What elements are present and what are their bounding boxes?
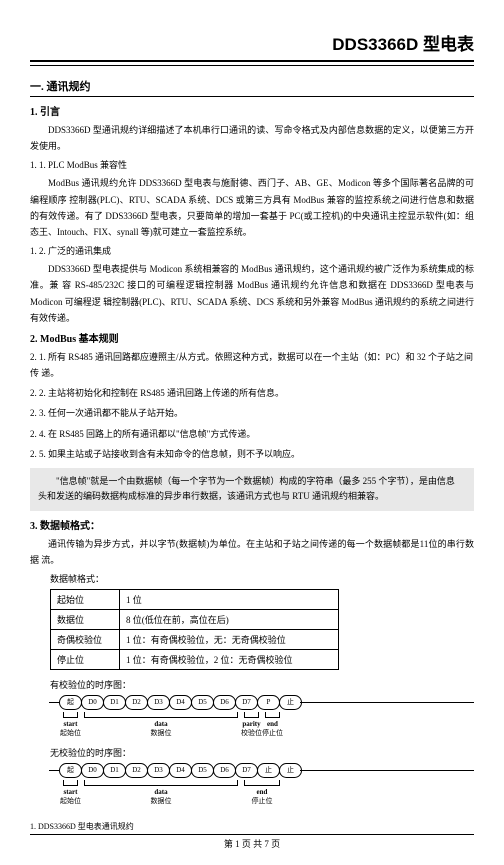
cell: 停止位 bbox=[51, 649, 120, 669]
cell: 8 位(低位在前，高位在后) bbox=[120, 609, 339, 629]
footer-page: 第 1 页 共 7 页 bbox=[90, 837, 414, 850]
timing-diagram-parity: 起 D0 D1 D2 D3 D4 D5 D6 D7 P 止 start起始位 d… bbox=[50, 695, 474, 738]
bit: D6 bbox=[213, 695, 236, 710]
timing-parity-label: 有校验位的时序图： bbox=[50, 678, 474, 691]
bit-start: 起 bbox=[59, 695, 82, 710]
frame-format-paragraph: 通讯传输为异步方式，并以字节(数据帧)为单位。在主站和子站之间传递的每一个数据帧… bbox=[30, 536, 474, 568]
section-1-1-1-heading: 1. 1. PLC ModBus 兼容性 bbox=[30, 158, 474, 171]
bit-stop: 止 bbox=[257, 763, 280, 778]
bit-stop: 止 bbox=[279, 695, 302, 710]
timing-noparity-label: 无校验位的时序图： bbox=[50, 746, 474, 759]
bit-stop: 止 bbox=[279, 763, 302, 778]
frame-format-table: 起始位1 位 数据位8 位(低位在前，高位在后) 奇偶校验位1 位：有奇偶校验位… bbox=[50, 589, 339, 670]
cell: 1 位：有奇偶校验位，无：无奇偶校验位 bbox=[120, 629, 339, 649]
bit: D7 bbox=[235, 695, 258, 710]
bit: D1 bbox=[103, 763, 126, 778]
bit: D5 bbox=[191, 695, 214, 710]
footer-note: 1. DDS3366D 型电表通讯规约 bbox=[30, 821, 474, 832]
section-1-heading: 一. 通讯规约 bbox=[30, 78, 474, 97]
timing-diagram-noparity: 起 D0 D1 D2 D3 D4 D5 D6 D7 止 止 start起始位 d… bbox=[50, 763, 474, 806]
section-1-1-heading: 1. 引言 bbox=[30, 103, 474, 118]
bit: D2 bbox=[125, 763, 148, 778]
bit: D5 bbox=[191, 763, 214, 778]
section-1-1-2-heading: 1. 2. 广泛的通讯集成 bbox=[30, 244, 474, 257]
cell: 数据位 bbox=[51, 609, 120, 629]
bit: D0 bbox=[81, 763, 104, 778]
bit-start: 起 bbox=[59, 763, 82, 778]
plc-paragraph: ModBus 通讯规约允许 DDS3366D 型电表与施耐德、西门子、AB、GE… bbox=[30, 175, 474, 240]
table-caption: 数据帧格式： bbox=[50, 572, 474, 585]
cell: 奇偶校验位 bbox=[51, 629, 120, 649]
bit: D0 bbox=[81, 695, 104, 710]
cell: 1 位：有奇偶校验位，2 位：无奇偶校验位 bbox=[120, 649, 339, 669]
rule-2-4: 2. 4. 在 RS485 回路上的所有通讯都以"信息帧"方式传递。 bbox=[30, 426, 474, 442]
footer: 1. DDS3366D 型电表通讯规约 第 1 页 共 7 页 bbox=[30, 821, 474, 850]
bit: D6 bbox=[213, 763, 236, 778]
rule-2-3: 2. 3. 任何一次通讯都不能从子站开始。 bbox=[30, 405, 474, 421]
doc-title: DDS3366D 型电表 bbox=[30, 30, 474, 55]
section-2-heading: 2. ModBus 基本规则 bbox=[30, 330, 474, 345]
info-frame-quote: "信息帧"就是一个由数据帧（每一个字节为一个数据帧）构成的字符串（最多 255 … bbox=[30, 468, 474, 511]
bit-parity: P bbox=[257, 695, 280, 710]
intro-paragraph: DDS3366D 型通讯规约详细描述了本机串行口通讯的读、写命令格式及内部信息数… bbox=[30, 122, 474, 154]
rule-2-1: 2. 1. 所有 RS485 通讯回路都应遵照主/从方式。依照这种方式，数据可以… bbox=[30, 349, 474, 381]
bit: D4 bbox=[169, 695, 192, 710]
bit: D4 bbox=[169, 763, 192, 778]
rule-2-5: 2. 5. 如果主站或子站接收到含有未知命令的信息帧，则不予以响应。 bbox=[30, 446, 474, 462]
integration-paragraph: DDS3366D 型电表提供与 Modicon 系统相兼容的 ModBus 通讯… bbox=[30, 261, 474, 326]
bit: D2 bbox=[125, 695, 148, 710]
section-3-heading: 3. 数据帧格式： bbox=[30, 517, 474, 532]
cell: 起始位 bbox=[51, 589, 120, 609]
bit: D3 bbox=[147, 695, 170, 710]
rule-2-2: 2. 2. 主站将初始化和控制在 RS485 通讯回路上传递的所有信息。 bbox=[30, 385, 474, 401]
title-underline bbox=[30, 60, 474, 66]
cell: 1 位 bbox=[120, 589, 339, 609]
bit: D7 bbox=[235, 763, 258, 778]
bit: D1 bbox=[103, 695, 126, 710]
bit: D3 bbox=[147, 763, 170, 778]
